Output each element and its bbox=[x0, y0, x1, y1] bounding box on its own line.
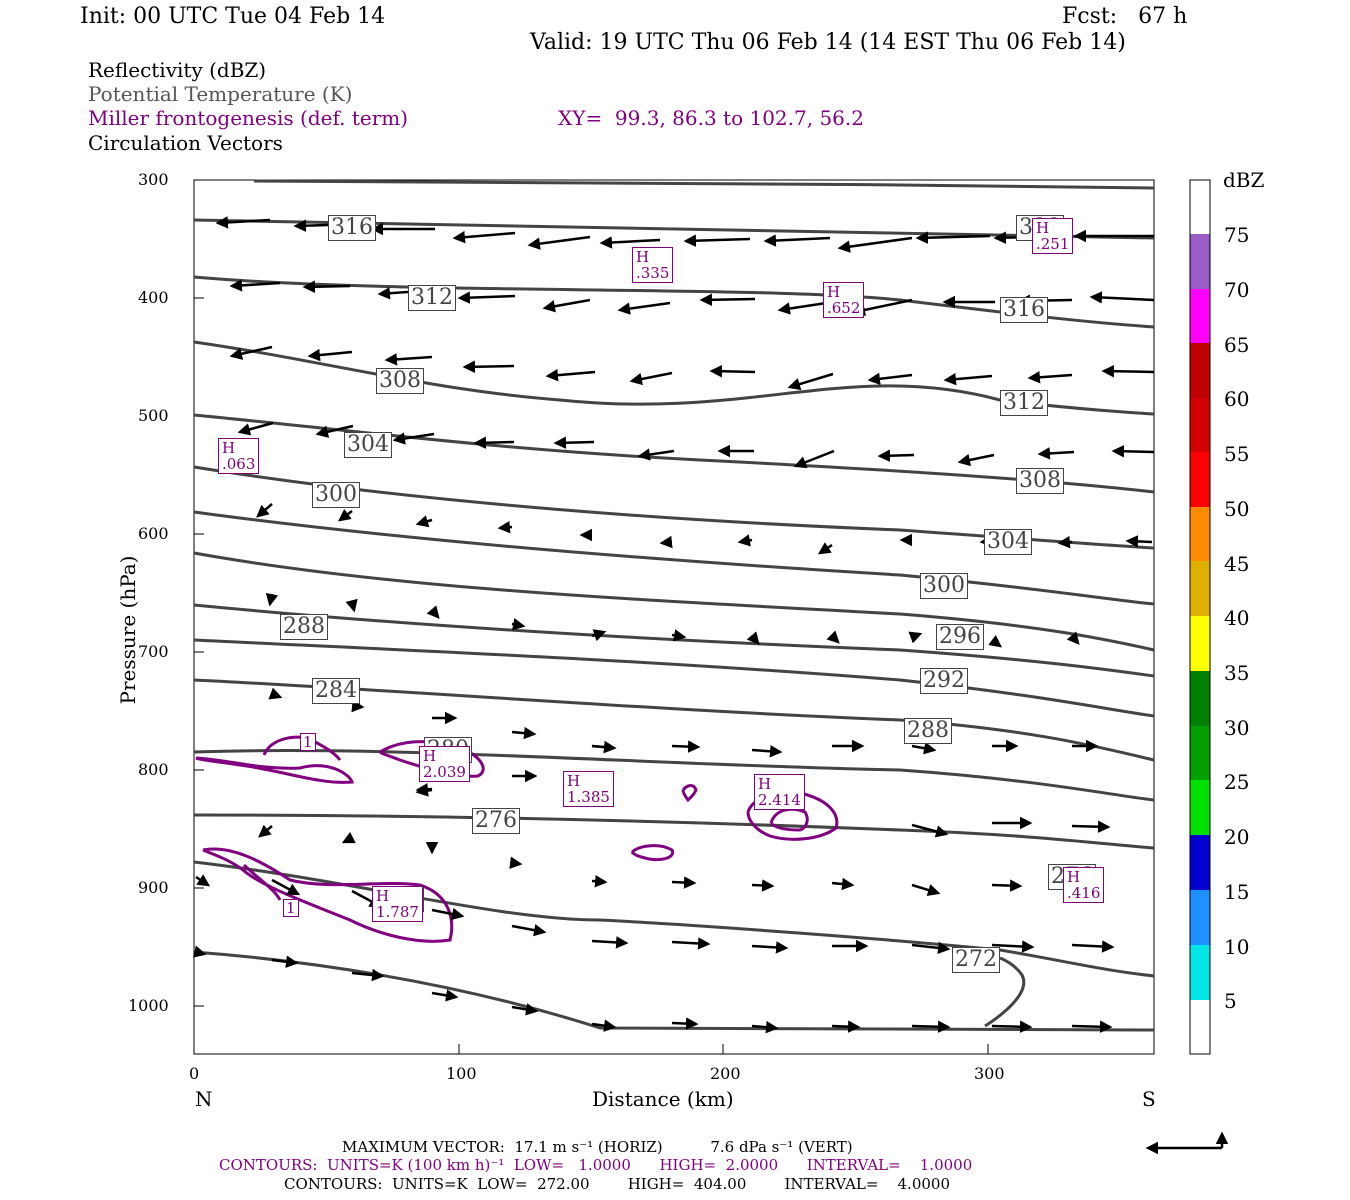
legend-theta: Potential Temperature (K) bbox=[88, 82, 353, 106]
x-axis-north: N bbox=[195, 1087, 213, 1111]
legend-xy: XY= 99.3, 86.3 to 102.7, 56.2 bbox=[558, 106, 864, 130]
colorbar-bin bbox=[1190, 398, 1210, 452]
theta-label: 300 bbox=[920, 573, 968, 599]
footer-theta-contours: CONTOURS: UNITS=K LOW= 272.00 HIGH= 404.… bbox=[284, 1175, 950, 1193]
init-time: Init: 00 UTC Tue 04 Feb 14 bbox=[80, 4, 386, 29]
x-axis-south: S bbox=[1142, 1087, 1156, 1111]
plot-frame bbox=[193, 179, 1155, 1055]
frontogenesis-max-label: H .251 bbox=[1032, 218, 1074, 254]
footer-front-contours: CONTOURS: UNITS=K (100 km h)⁻¹ LOW= 1.00… bbox=[219, 1156, 973, 1174]
frontogenesis-max-label: H .416 bbox=[1063, 867, 1105, 903]
x-tick-label: 300 bbox=[974, 1064, 1005, 1083]
colorbar-label: 30 bbox=[1224, 716, 1250, 740]
forecast-hour: Fcst: 67 h bbox=[1062, 4, 1188, 29]
x-tick-label: 200 bbox=[710, 1064, 741, 1083]
legend-reflectivity: Reflectivity (dBZ) bbox=[88, 58, 267, 82]
colorbar-bin bbox=[1190, 289, 1210, 343]
colorbar-bin bbox=[1190, 616, 1210, 671]
frontogenesis-max-label: H .063 bbox=[218, 438, 260, 474]
colorbar-bin bbox=[1190, 835, 1210, 890]
colorbar-label: 55 bbox=[1224, 442, 1250, 466]
theta-label: 312 bbox=[1000, 390, 1048, 416]
colorbar-unit: dBZ bbox=[1223, 168, 1265, 192]
colorbar-label: 70 bbox=[1224, 278, 1250, 302]
theta-label: 288 bbox=[280, 614, 328, 640]
theta-label: 276 bbox=[472, 808, 520, 834]
frontogenesis-max-label: H 1.385 bbox=[563, 771, 614, 807]
colorbar-bin bbox=[1190, 780, 1210, 835]
y-tick-label: 900 bbox=[138, 878, 169, 897]
colorbar-bin bbox=[1190, 890, 1210, 945]
x-tick-label: 100 bbox=[446, 1064, 477, 1083]
y-tick-label: 300 bbox=[138, 170, 169, 189]
frontogenesis-max-label: H 2.414 bbox=[754, 774, 805, 810]
valid-time: Valid: 19 UTC Thu 06 Feb 14 (14 EST Thu … bbox=[530, 30, 1126, 55]
y-tick-label: 700 bbox=[138, 642, 169, 661]
colorbar-label: 5 bbox=[1224, 989, 1237, 1013]
theta-label: 272 bbox=[952, 947, 1000, 973]
theta-label: 308 bbox=[376, 368, 424, 394]
colorbar-label: 65 bbox=[1224, 333, 1250, 357]
theta-label: 288 bbox=[904, 718, 952, 744]
colorbar-bin bbox=[1190, 945, 1210, 1000]
colorbar-bin bbox=[1190, 671, 1210, 726]
y-tick-label: 1000 bbox=[128, 996, 169, 1015]
colorbar-label: 25 bbox=[1224, 770, 1250, 794]
frontogenesis-max-label: H .335 bbox=[632, 247, 674, 283]
colorbar-label: 35 bbox=[1224, 661, 1250, 685]
colorbar-bin bbox=[1190, 507, 1210, 561]
colorbar-label: 20 bbox=[1224, 825, 1250, 849]
colorbar-label: 75 bbox=[1224, 223, 1250, 247]
colorbar-label: 15 bbox=[1224, 880, 1250, 904]
colorbar-label: 40 bbox=[1224, 606, 1250, 630]
colorbar-label: 60 bbox=[1224, 387, 1250, 411]
frontogenesis-max-label: H 1.787 bbox=[372, 886, 423, 922]
colorbar-bin bbox=[1190, 343, 1210, 398]
frontogenesis-contour-label: 1 bbox=[283, 899, 299, 917]
theta-label: 308 bbox=[1016, 468, 1064, 494]
dbz-colorbar bbox=[1189, 179, 1211, 1055]
x-axis-title: Distance (km) bbox=[592, 1087, 734, 1111]
theta-label: 284 bbox=[312, 678, 360, 704]
frontogenesis-max-label: H .652 bbox=[823, 282, 865, 318]
theta-label: 296 bbox=[936, 624, 984, 650]
reference-vector bbox=[1145, 1131, 1229, 1155]
colorbar-label: 50 bbox=[1224, 497, 1250, 521]
colorbar-bin bbox=[1190, 234, 1210, 289]
colorbar-label: 10 bbox=[1224, 935, 1250, 959]
y-tick-label: 500 bbox=[138, 406, 169, 425]
theta-label: 304 bbox=[344, 432, 392, 458]
legend-vectors: Circulation Vectors bbox=[88, 131, 283, 155]
theta-label: 312 bbox=[408, 285, 456, 311]
y-tick-label: 800 bbox=[138, 760, 169, 779]
colorbar-bin bbox=[1190, 561, 1210, 616]
y-tick-label: 600 bbox=[138, 524, 169, 543]
theta-label: 316 bbox=[1000, 297, 1048, 323]
y-tick-label: 400 bbox=[138, 288, 169, 307]
colorbar-bin bbox=[1190, 726, 1210, 780]
colorbar-label: 45 bbox=[1224, 552, 1250, 576]
colorbar-bin bbox=[1190, 452, 1210, 507]
legend-frontogenesis: Miller frontogenesis (def. term) bbox=[88, 106, 409, 130]
theta-label: 300 bbox=[312, 482, 360, 508]
frontogenesis-contour-label: 1 bbox=[300, 733, 316, 751]
footer-max-vector: MAXIMUM VECTOR: 17.1 m s⁻¹ (HORIZ) 7.6 d… bbox=[342, 1138, 853, 1156]
x-tick-label: 0 bbox=[189, 1064, 200, 1083]
theta-label: 304 bbox=[984, 529, 1032, 555]
frontogenesis-max-label: H 2.039 bbox=[419, 746, 470, 782]
theta-label: 316 bbox=[328, 215, 376, 241]
theta-label: 292 bbox=[920, 668, 968, 694]
